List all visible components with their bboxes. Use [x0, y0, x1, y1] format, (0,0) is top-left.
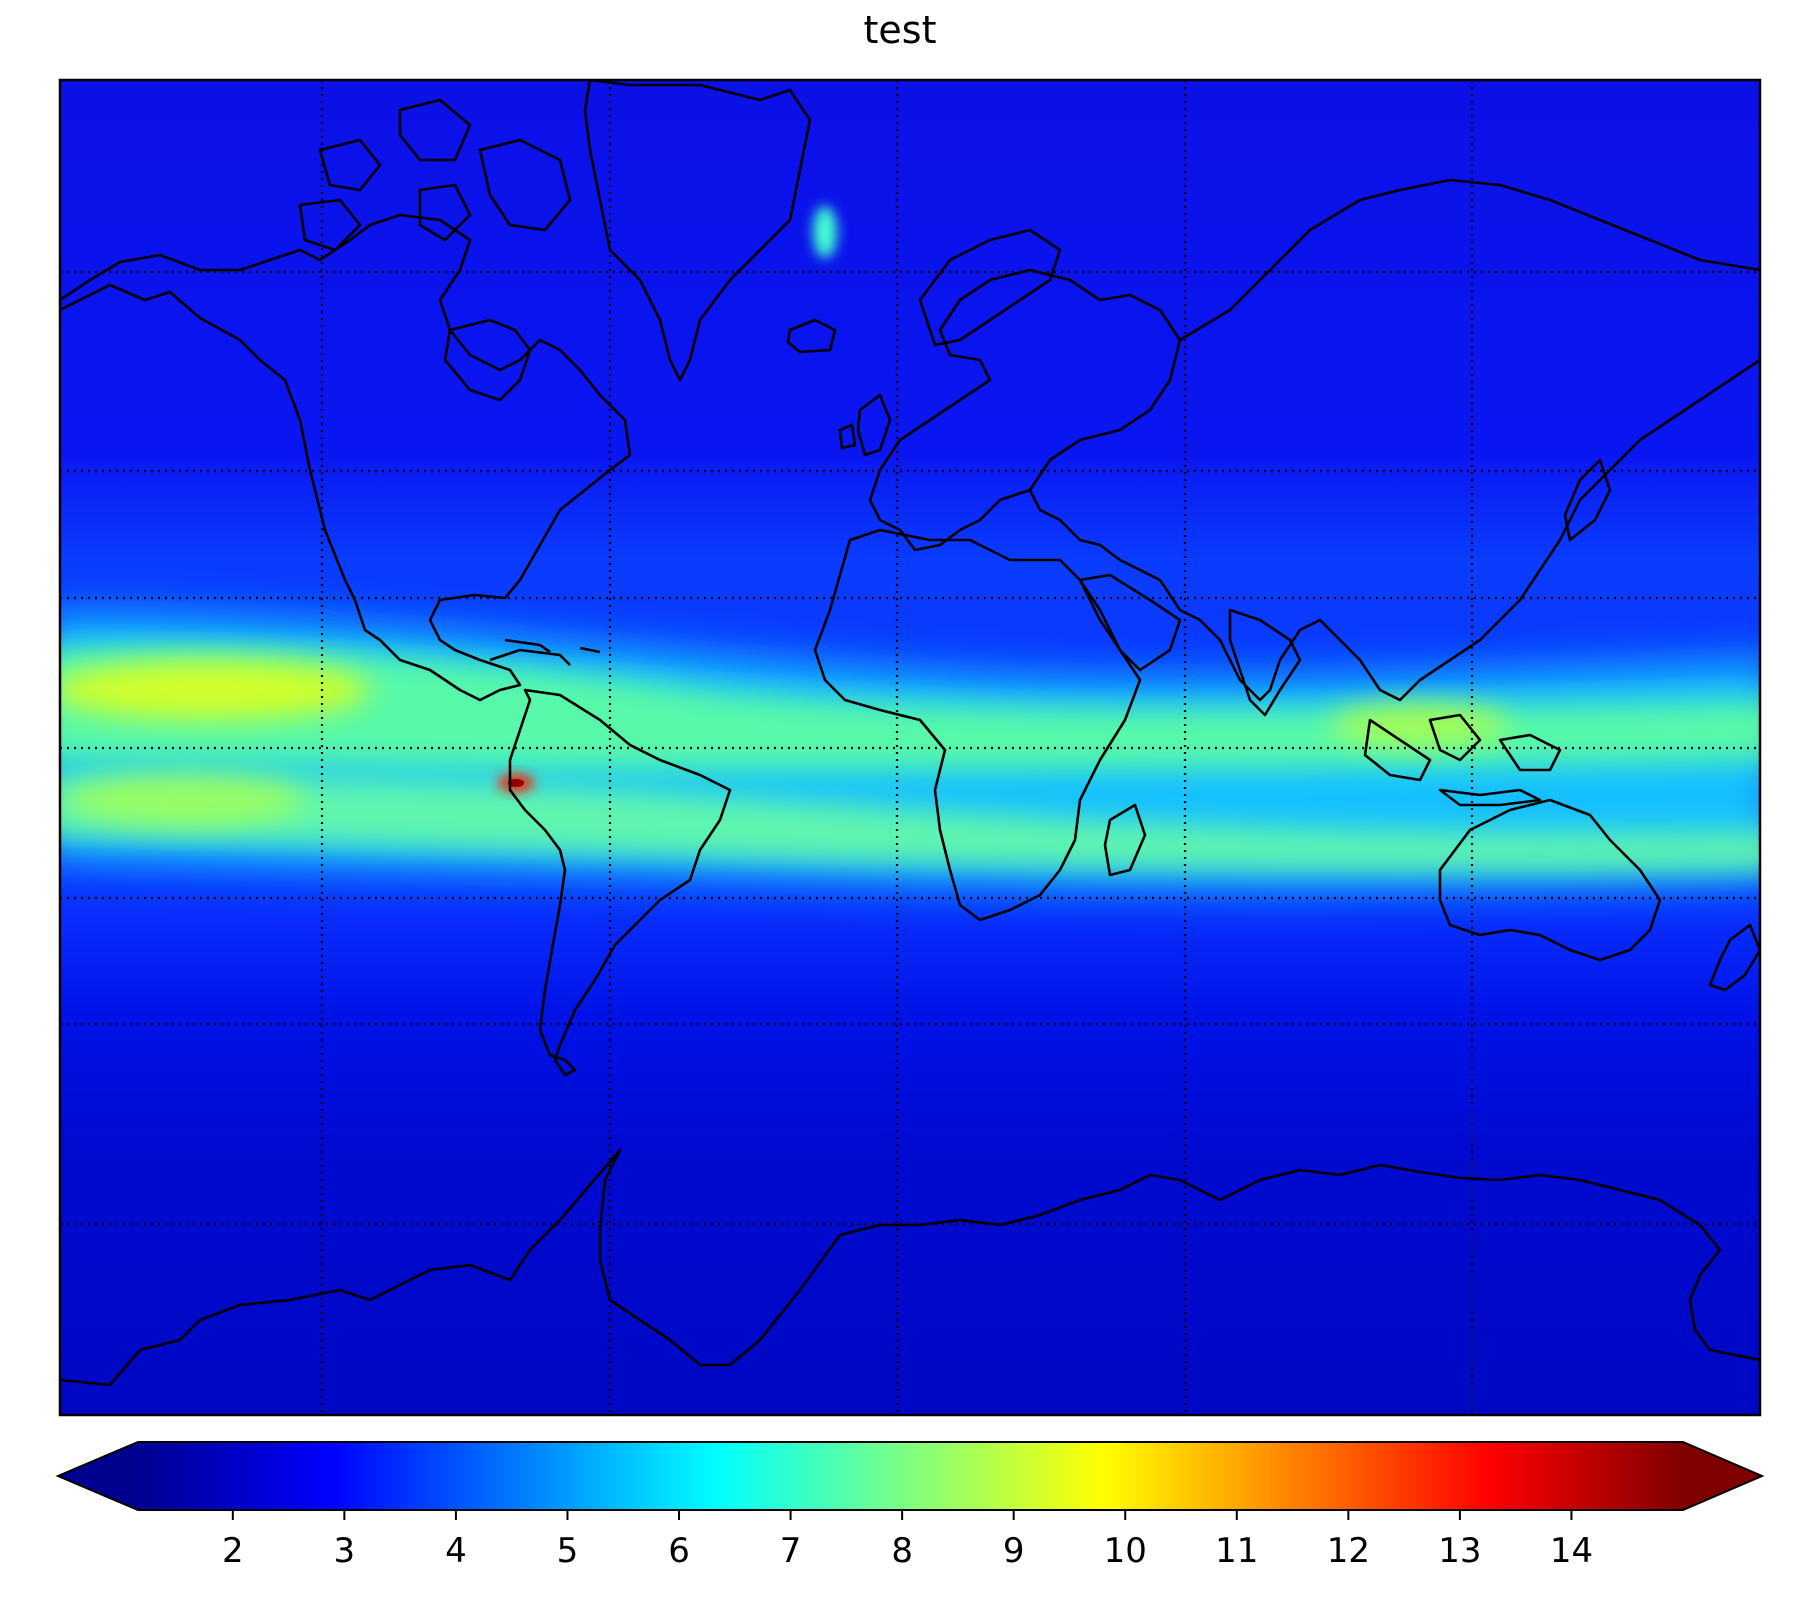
colorbar-outline [55, 1441, 1765, 1511]
coastlines [60, 80, 1760, 1387]
coastline-new-zealand [1708, 923, 1760, 992]
colorbar-tick-label: 3 [334, 1531, 356, 1571]
colorbar-tick-label: 6 [668, 1531, 690, 1571]
colorbar-tick-label: 5 [557, 1531, 579, 1571]
southern-convergence-band [60, 775, 1760, 872]
colorbar-ticks: 2 3 4 5 6 7 8 9 10 11 12 13 14 [222, 1510, 1593, 1571]
map-frame [58, 78, 1762, 1417]
coastline-iceland [786, 318, 837, 354]
colorbar: 2 3 4 5 6 7 8 9 10 11 12 13 14 [55, 1441, 1765, 1571]
coastline-hudson-bay [443, 318, 532, 402]
colorbar-gradient [138, 1442, 1683, 1510]
greenland-hotspot [813, 206, 837, 258]
colorbar-tick-label: 14 [1550, 1531, 1593, 1571]
coastline-north-america [60, 213, 632, 702]
colorbar-tick-label: 2 [222, 1531, 244, 1571]
coastline-india [1228, 608, 1302, 717]
coastline-madagascar [1103, 803, 1147, 877]
coastline-greenland [583, 80, 812, 382]
colorbar-extend-max [1683, 1442, 1762, 1510]
colorbar-tick-label: 10 [1104, 1531, 1147, 1571]
colorbar-tick-label: 9 [1003, 1531, 1025, 1571]
data-field [60, 80, 1760, 1415]
coastline-africa [813, 528, 1142, 922]
coastline-arabia [1078, 573, 1182, 672]
colorbar-tick-label: 8 [891, 1531, 913, 1571]
andes-hotspot-core [508, 779, 524, 787]
colorbar-tick-label: 13 [1438, 1531, 1481, 1571]
pacific-maximum [60, 660, 370, 720]
colorbar-tick-label: 7 [780, 1531, 802, 1571]
coastline-south-america [508, 688, 732, 1077]
colorbar-extend-min [58, 1442, 138, 1510]
map-title: test [863, 8, 937, 52]
coastline-british-isles [838, 393, 892, 457]
coastline-japan [1563, 458, 1612, 542]
colorbar-tick-label: 11 [1215, 1531, 1258, 1571]
coastline-indonesia [1363, 713, 1562, 807]
maritime-continent-maximum [1330, 703, 1510, 747]
colorbar-tick-label: 12 [1327, 1531, 1370, 1571]
pacific-south-maximum [65, 774, 305, 826]
coastline-antarctica [60, 1148, 1760, 1387]
coastline-australia [1438, 798, 1662, 962]
coastline-arctic-islands [298, 98, 572, 252]
coastline-caribbean [489, 638, 601, 666]
coastline-europe [868, 268, 1182, 552]
coastline-asia [1028, 178, 1760, 702]
colorbar-tick-label: 4 [445, 1531, 467, 1571]
coastline-scandinavia [918, 228, 1062, 347]
northern-convergence-band [60, 647, 1760, 770]
